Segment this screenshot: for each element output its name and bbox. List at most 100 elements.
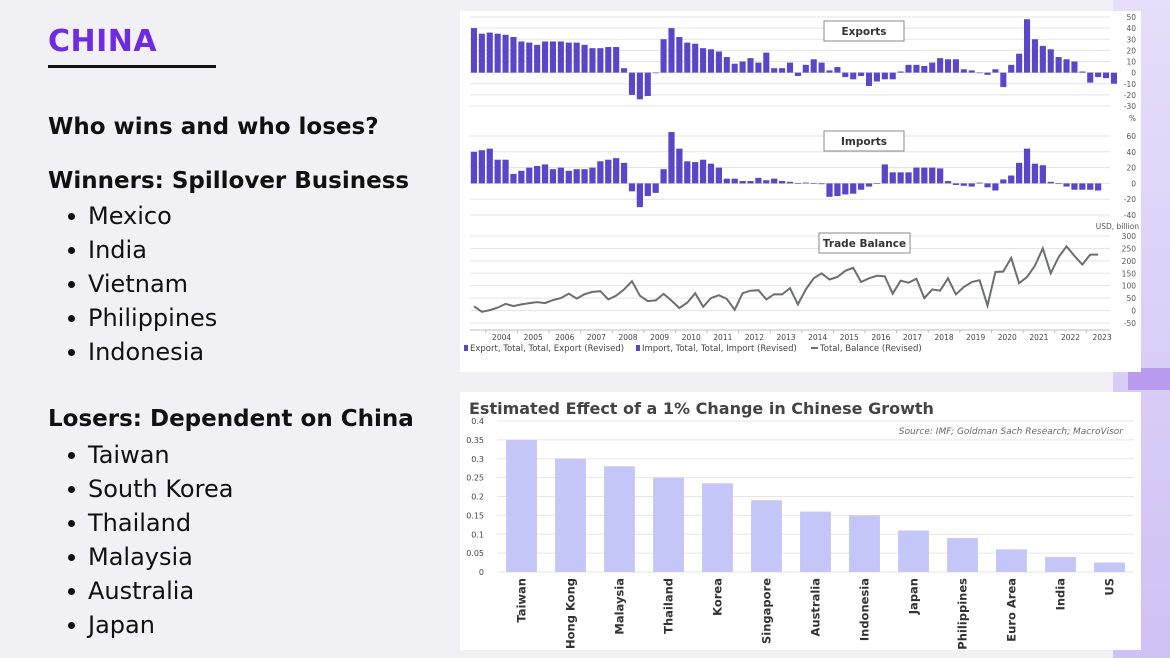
export-bar — [1039, 45, 1046, 73]
category-label: Korea — [711, 578, 725, 616]
y-tick-label: 40 — [1126, 24, 1136, 33]
export-bar — [913, 64, 920, 73]
export-bar — [771, 68, 778, 73]
export-bar — [526, 42, 533, 73]
export-bar — [565, 42, 572, 73]
losers-item: Malaysia — [68, 540, 233, 574]
import-bar — [755, 177, 762, 184]
import-bar — [850, 183, 857, 194]
export-bar — [755, 62, 762, 73]
export-bar — [779, 68, 786, 73]
y-tick-label: -20 — [1124, 91, 1136, 100]
growth-bar — [751, 500, 782, 572]
export-bar — [952, 59, 959, 73]
bullet-icon — [68, 519, 75, 527]
x-tick-label: 2006 — [555, 333, 574, 342]
export-bar — [692, 43, 699, 73]
export-bar — [542, 41, 549, 73]
bullet-icon — [68, 553, 75, 561]
import-bar — [597, 161, 604, 184]
x-tick-label: 2017 — [903, 333, 922, 342]
export-bar — [502, 34, 509, 73]
import-bar — [1087, 183, 1094, 190]
x-tick-label: 2022 — [1061, 333, 1080, 342]
export-bar — [1103, 72, 1110, 79]
losers-heading: Losers: Dependent on China — [48, 406, 414, 432]
import-bar — [794, 183, 802, 184]
export-bar — [557, 41, 564, 73]
bullet-icon — [68, 212, 75, 220]
y-tick-label: 40 — [1126, 148, 1136, 157]
import-bar — [1095, 183, 1102, 191]
bullet-icon — [68, 246, 75, 254]
y-tick-label: 0 — [1131, 307, 1136, 316]
import-bar — [1016, 162, 1023, 184]
bullet-icon — [68, 485, 75, 493]
y-tick-label: 0.15 — [466, 511, 484, 520]
y-tick-label: 10 — [1126, 58, 1136, 67]
import-bar — [865, 183, 873, 187]
x-tick-label: 2009 — [650, 333, 669, 342]
chart-title-box — [823, 20, 905, 42]
losers-label: Japan — [88, 611, 155, 639]
y-tick-label: -20 — [1124, 195, 1136, 204]
x-tick-label: 2013 — [777, 333, 796, 342]
export-bar — [668, 28, 675, 73]
export-bar — [581, 44, 588, 73]
x-tick-label: 2008 — [618, 333, 637, 342]
import-bar — [739, 181, 746, 184]
import-bar — [802, 182, 809, 184]
import-bar — [692, 162, 699, 184]
growth-bar — [555, 458, 586, 572]
export-bar — [865, 72, 873, 86]
growth-chart-panel: Estimated Effect of a 1% Change in Chine… — [460, 392, 1141, 650]
legend-swatch — [636, 345, 640, 351]
export-bar — [826, 70, 833, 73]
export-bar — [739, 61, 746, 73]
y-tick-label: 0.3 — [471, 455, 484, 464]
export-bar — [786, 62, 794, 73]
import-bar — [881, 164, 888, 184]
category-label: Philippines — [956, 578, 970, 650]
export-bar — [549, 41, 557, 73]
x-tick-label: 2019 — [966, 333, 985, 342]
export-bar — [731, 63, 738, 73]
import-bar — [1000, 179, 1007, 184]
import-bar — [747, 181, 754, 184]
import-bar — [486, 148, 493, 184]
x-tick-label: 2014 — [808, 333, 827, 342]
growth-effect-chart: Estimated Effect of a 1% Change in Chine… — [466, 399, 1134, 650]
winners-label: Indonesia — [88, 338, 205, 366]
losers-item: Japan — [68, 608, 233, 642]
chart-title: Trade Balance — [823, 238, 906, 250]
growth-bar — [996, 549, 1027, 572]
import-bar — [1023, 148, 1031, 184]
growth-bar — [800, 511, 831, 572]
category-label: Taiwan — [515, 578, 529, 623]
import-bar — [628, 183, 636, 192]
losers-list: Taiwan South Korea Thailand Malaysia Austral… — [68, 438, 233, 642]
export-bar — [1016, 53, 1023, 73]
y-tick-label: 20 — [1126, 46, 1136, 55]
winners-label: Mexico — [88, 202, 172, 230]
import-bar — [786, 181, 794, 184]
import-bar — [557, 167, 564, 184]
export-bar — [944, 59, 952, 73]
export-bar — [858, 72, 865, 76]
export-bar — [621, 68, 628, 73]
import-bar — [518, 170, 525, 184]
losers-label: South Korea — [88, 475, 234, 503]
import-bar — [526, 167, 533, 184]
import-bar — [889, 172, 896, 184]
growth-bar — [702, 483, 733, 572]
export-bar — [968, 70, 975, 73]
category-label: Euro Area — [1005, 578, 1019, 642]
export-bar — [937, 58, 944, 73]
import-bar — [897, 172, 904, 184]
trade-chart: 50403020100-10-20-30Exports6040200-20-40… — [464, 13, 1139, 354]
import-bar — [1008, 175, 1015, 184]
export-bar — [494, 33, 501, 73]
growth-bar — [898, 530, 929, 572]
export-bar — [510, 37, 517, 73]
import-bar — [549, 169, 557, 184]
